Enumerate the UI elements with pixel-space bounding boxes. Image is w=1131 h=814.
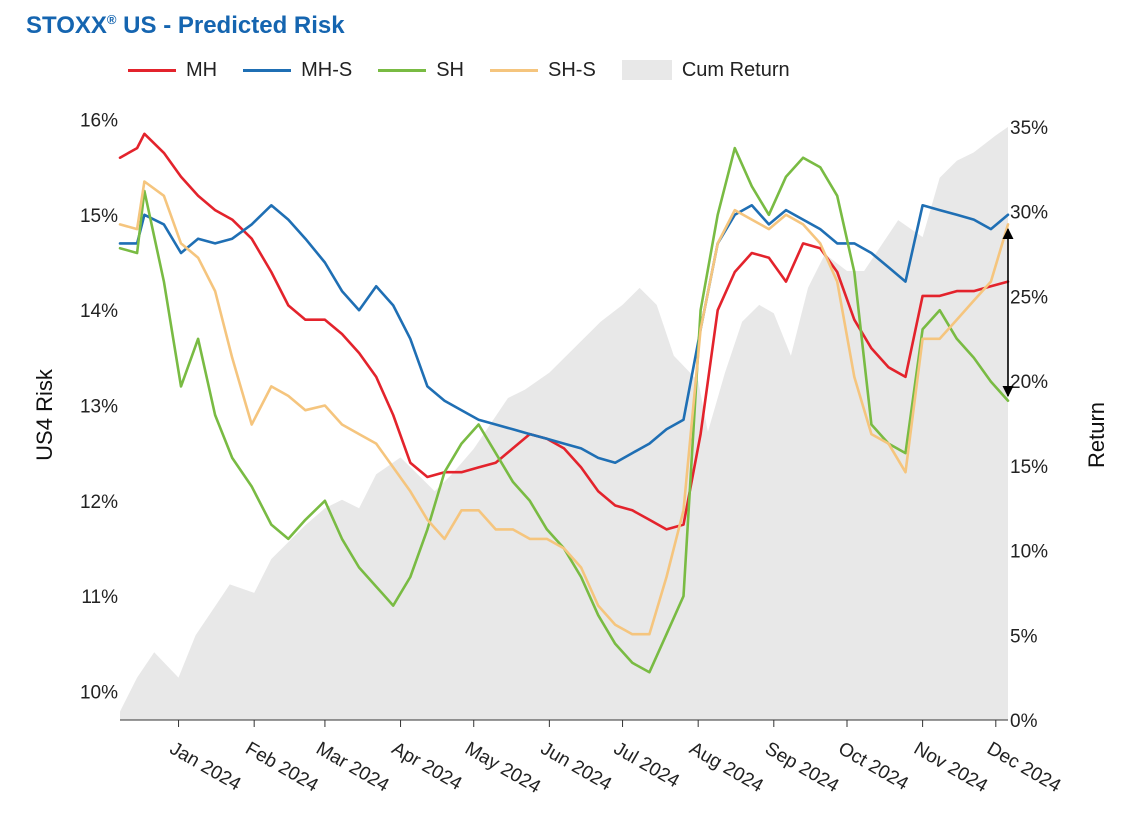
y-tick-label-left: 11% [81, 587, 118, 608]
legend-label-cum-return: Cum Return [681, 58, 790, 81]
legend-swatch-sh [378, 68, 427, 72]
y-tick-label-left: 16% [80, 111, 118, 132]
x-tick-label: Oct 2024 [834, 738, 912, 795]
x-tick-label: Sep 2024 [761, 738, 842, 797]
legend-item-cum-return: Cum Return [621, 58, 790, 82]
legend-swatch-cum-return [621, 60, 672, 80]
legend-swatch-mh-s [243, 68, 292, 72]
x-tick-label: Mar 2024 [312, 738, 392, 797]
series-line-sh-s [118, 180, 1010, 636]
x-tick-label: May 2024 [461, 738, 544, 798]
y-tick-label-left: 10% [80, 682, 118, 703]
y-tick-label-left: 14% [80, 301, 118, 322]
series-area-cum-return [120, 126, 1008, 720]
legend: MH MH-S SH SH-S Cum Return [128, 56, 816, 84]
y-tick-label-left: 12% [80, 492, 118, 513]
y-axis-title-left: US4 Risk [32, 368, 57, 461]
chart-title: STOXX® US - Predicted Risk [26, 12, 345, 39]
legend-label-mh-s: MH-S [301, 58, 353, 81]
y-tick-label-right: 35% [1010, 118, 1048, 139]
series-line-mh-s [118, 204, 1010, 465]
y-tick-label-right: 20% [1010, 372, 1048, 393]
y-tick-label-left: 13% [80, 396, 118, 417]
y-axis-title-right: Return [1084, 402, 1109, 468]
x-tick-label: Dec 2024 [983, 738, 1064, 797]
x-tick-label: Feb 2024 [242, 738, 322, 797]
x-tick-label: Nov 2024 [910, 738, 991, 797]
legend-swatch-sh-s [490, 68, 539, 72]
y-tick-label-right: 5% [1010, 626, 1038, 647]
legend-label-mh: MH [186, 58, 218, 81]
legend-item-mh-s: MH-S [243, 59, 352, 82]
x-tick-label: Jul 2024 [610, 738, 683, 792]
y-tick-label-left: 15% [80, 206, 118, 227]
y-tick-label-right: 25% [1010, 287, 1048, 308]
y-tick-label-right: 10% [1010, 542, 1048, 563]
x-tick-label: Aug 2024 [686, 738, 767, 797]
x-tick-label: Apr 2024 [388, 738, 466, 795]
y-tick-label-right: 15% [1010, 457, 1048, 478]
legend-item-mh: MH [128, 59, 217, 82]
legend-item-sh: SH [378, 59, 464, 82]
legend-label-sh-s: SH-S [548, 58, 596, 81]
x-tick-label: Jan 2024 [166, 738, 245, 795]
legend-item-sh-s: SH-S [490, 59, 596, 82]
legend-swatch-mh [128, 68, 176, 72]
legend-label-sh: SH [436, 58, 465, 81]
y-tick-label-right: 0% [1010, 711, 1038, 732]
y-tick-label-right: 30% [1010, 203, 1048, 224]
x-tick-label: Jun 2024 [537, 738, 616, 795]
